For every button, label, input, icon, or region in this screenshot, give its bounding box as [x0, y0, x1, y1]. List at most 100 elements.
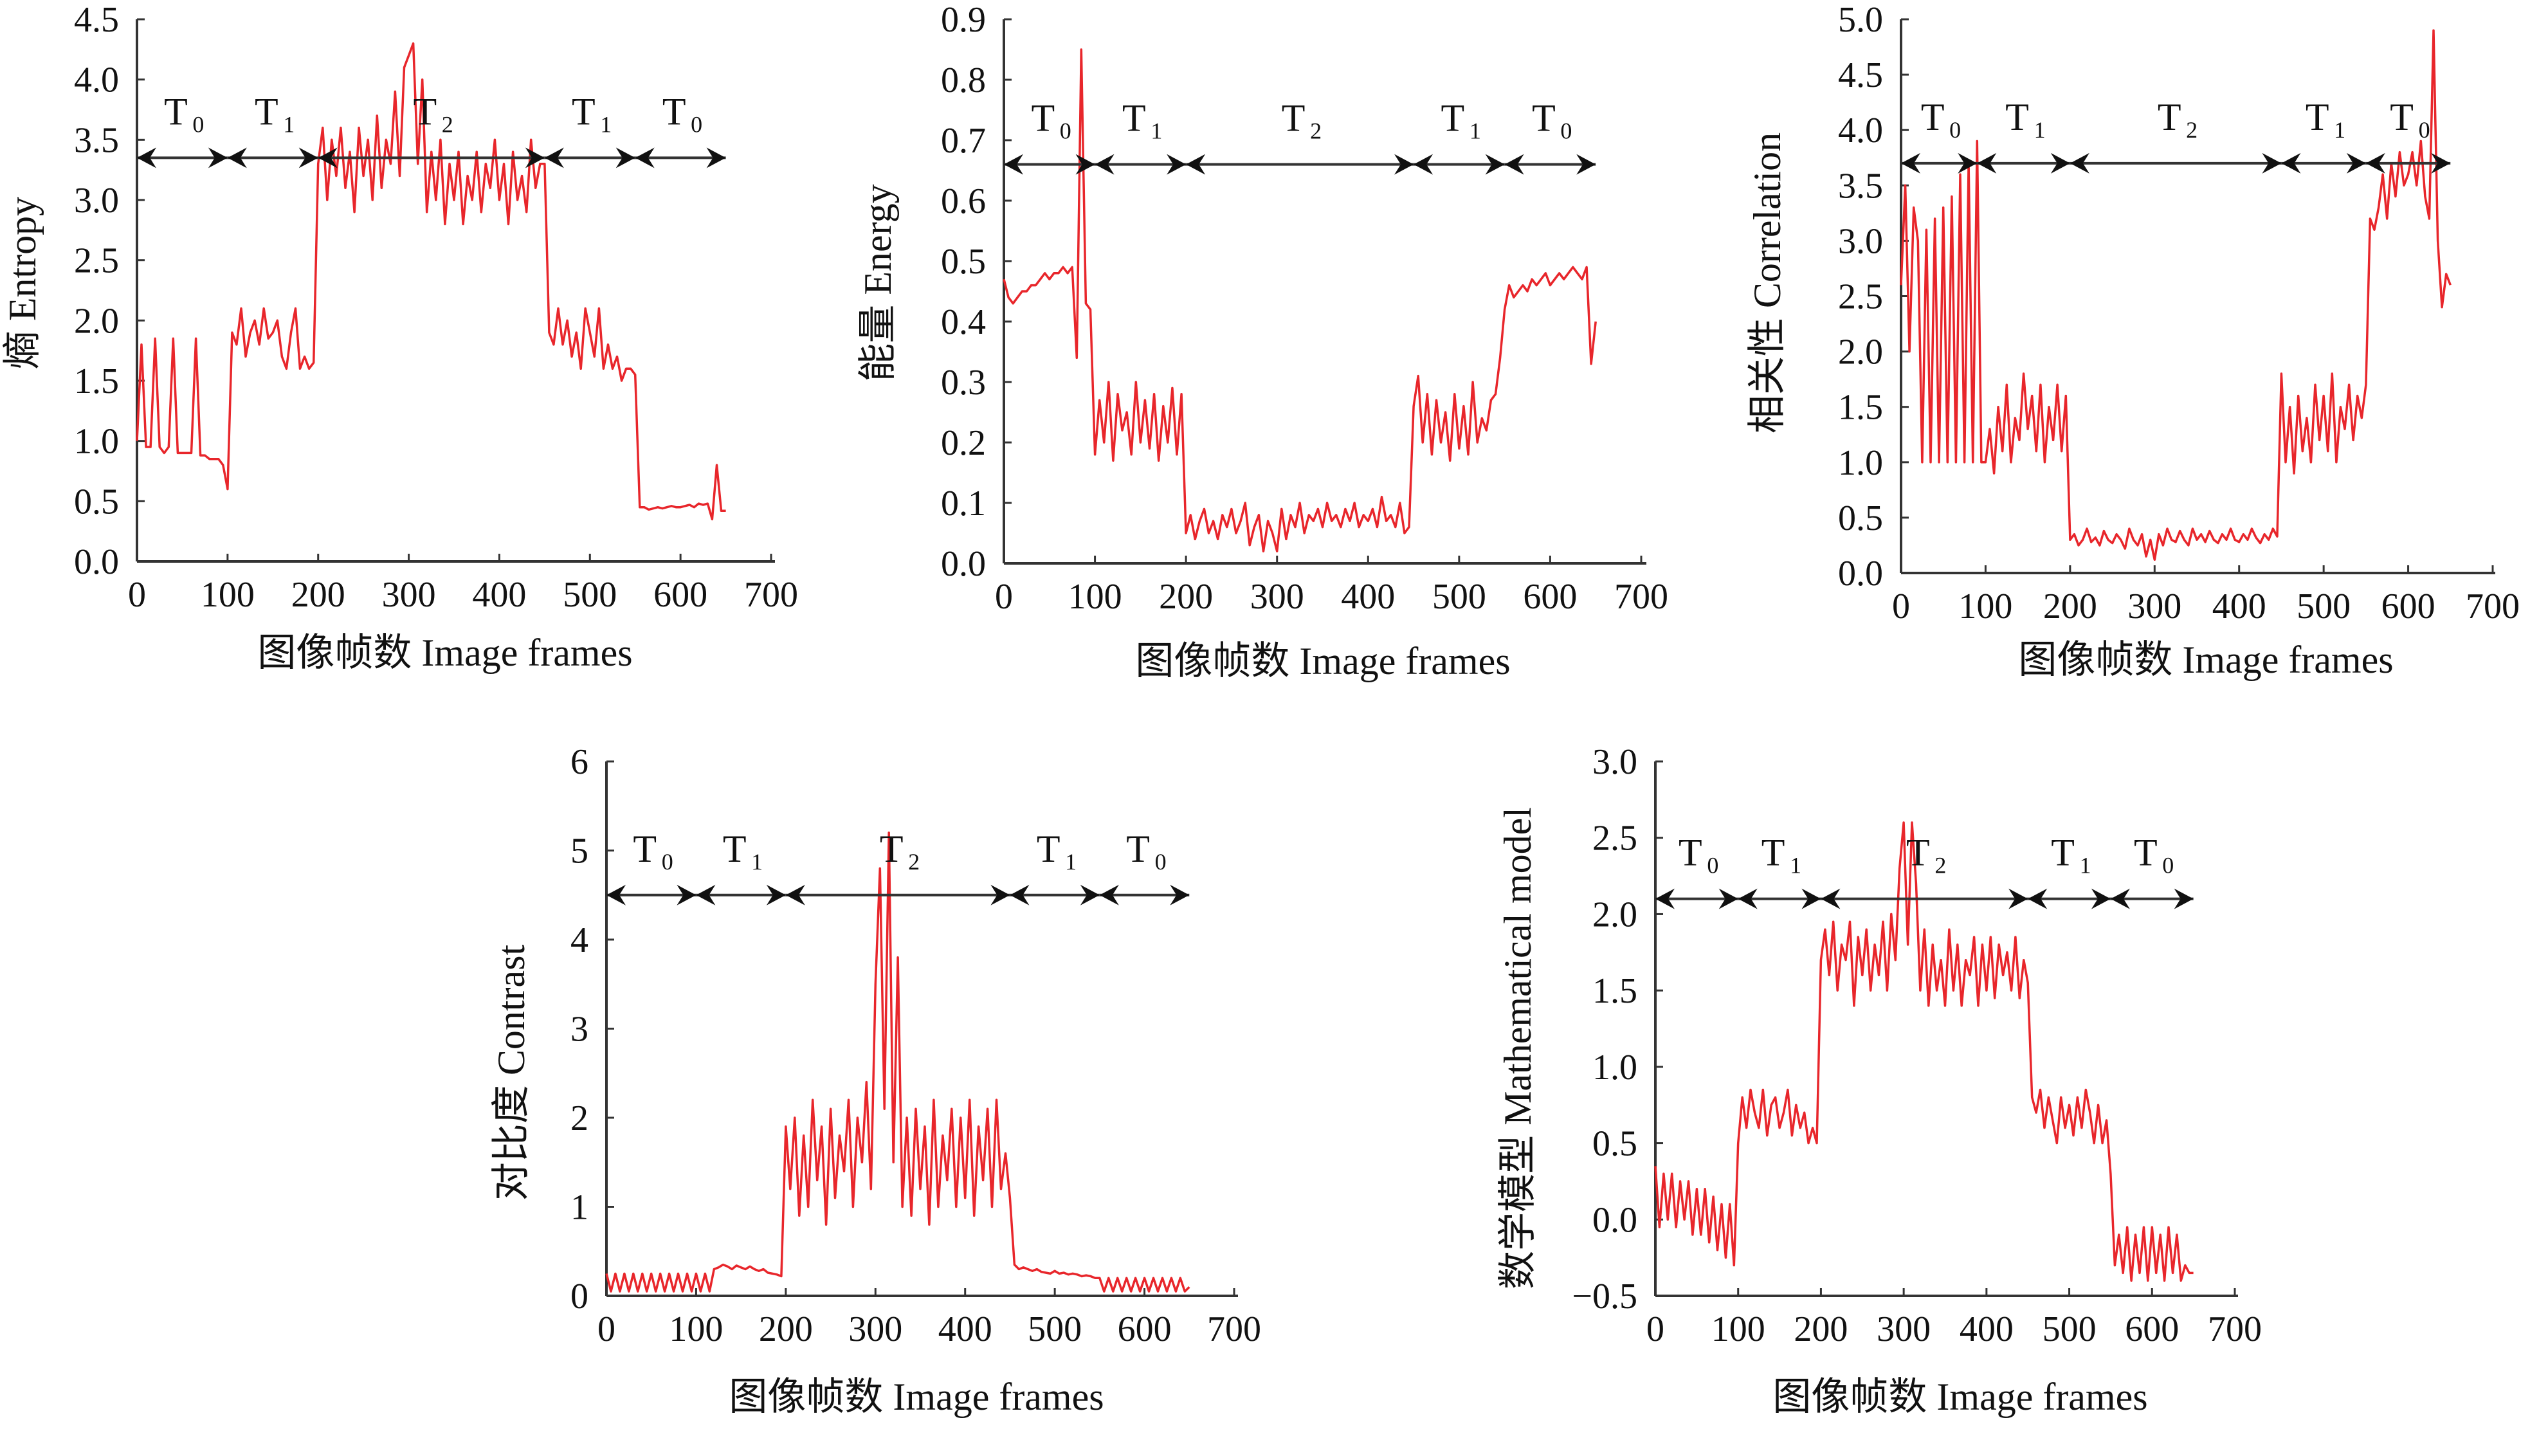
arrowhead-right-icon: [1958, 152, 1978, 174]
x-tick-label: 300: [2127, 587, 2181, 626]
y-axis-label: 能量 Energy: [857, 184, 899, 381]
x-tick-label: 400: [1960, 1309, 2014, 1349]
y-tick-label: 5.0: [1838, 0, 1883, 40]
period-label-subscript: 0: [2419, 117, 2430, 143]
x-tick-label: 600: [2381, 587, 2435, 626]
period-label-subscript: 1: [751, 849, 763, 875]
x-tick-label: 300: [848, 1309, 902, 1349]
x-tick-label: 500: [1432, 577, 1486, 617]
y-tick-label: 0.7: [941, 121, 986, 161]
period-label-subscript: 1: [1470, 118, 1481, 144]
y-tick-label: 3.0: [1592, 742, 1637, 782]
y-tick-label: 1.0: [1592, 1048, 1637, 1087]
x-tick-label: 400: [2212, 587, 2266, 626]
y-tick-label: 0: [570, 1277, 588, 1316]
y-tick-label: 1.5: [74, 361, 119, 401]
period-label-subscript: 1: [600, 111, 612, 137]
period-label: T: [1761, 832, 1785, 874]
arrowhead-left-icon: [2281, 152, 2301, 174]
y-tick-label: 3.5: [74, 120, 119, 160]
x-tick-label: 300: [1250, 577, 1304, 617]
y-tick-label: 2.5: [1838, 277, 1883, 317]
y-tick-label: 0.5: [1838, 498, 1883, 538]
arrowhead-left-icon: [137, 147, 156, 168]
y-tick-label: 0.0: [941, 544, 986, 584]
y-tick-label: 0.2: [941, 423, 986, 463]
y-tick-label: 2.0: [1838, 332, 1883, 372]
y-tick-label: 0.0: [1592, 1200, 1637, 1240]
arrowhead-right-icon: [1080, 884, 1100, 905]
arrowhead-right-icon: [208, 147, 228, 168]
arrowhead-left-icon: [1655, 888, 1675, 909]
x-axis-label: 图像帧数 Image frames: [729, 1376, 1104, 1418]
x-tick-label: 100: [201, 575, 255, 615]
arrowhead-right-icon: [1485, 154, 1505, 175]
period-label: T: [1037, 828, 1060, 870]
period-label: T: [255, 90, 278, 132]
arrowhead-right-icon: [2431, 152, 2451, 174]
y-tick-label: 4: [570, 920, 588, 960]
arrowhead-right-icon: [525, 147, 545, 168]
arrowhead-left-icon: [1186, 154, 1206, 175]
x-tick-label: 200: [291, 575, 345, 615]
y-tick-label: 2: [570, 1098, 588, 1138]
arrowhead-right-icon: [1576, 154, 1596, 175]
arrowhead-right-icon: [1170, 884, 1190, 905]
period-label-subscript: 2: [1310, 118, 1322, 144]
x-tick-label: 100: [1711, 1309, 1765, 1349]
x-tick-label: 0: [995, 577, 1013, 617]
data-series-line: [1654, 821, 2194, 1282]
arrowhead-left-icon: [2365, 152, 2385, 174]
y-tick-label: 2.5: [1592, 819, 1637, 859]
y-tick-label: 1.0: [74, 422, 119, 462]
chart-panel-3: 0 100 200 300 400 500 600 7000.00.51.01.52.02.5…: [1746, 0, 2520, 681]
arrowhead-right-icon: [990, 884, 1010, 905]
period-label: T: [1282, 97, 1306, 140]
arrowhead-right-icon: [706, 147, 726, 168]
y-tick-label: 1.0: [1838, 443, 1883, 483]
arrowhead-left-icon: [227, 147, 247, 168]
period-label: T: [1441, 97, 1465, 140]
x-tick-label: 600: [2125, 1309, 2179, 1349]
y-tick-label: 3.0: [1838, 221, 1883, 261]
period-label-subscript: 1: [1151, 118, 1162, 144]
arrowhead-left-icon: [1901, 152, 1920, 174]
arrowhead-right-icon: [1801, 888, 1821, 909]
y-tick-label: 2.5: [74, 241, 119, 281]
x-tick-label: 600: [1118, 1309, 1172, 1349]
y-tick-label: 2.0: [1592, 895, 1637, 934]
y-tick-label: 4.0: [74, 60, 119, 100]
y-axis-label: 相关性 Correlation: [1746, 132, 1788, 433]
arrowhead-left-icon: [606, 884, 626, 905]
y-axis-label: 对比度 Contrast: [490, 945, 532, 1201]
x-tick-label: 100: [1958, 587, 2012, 626]
arrowhead-right-icon: [2346, 152, 2366, 174]
x-tick-label: 400: [472, 575, 526, 615]
arrowhead-left-icon: [2110, 888, 2130, 909]
period-label: T: [164, 90, 188, 132]
y-tick-label: 0.3: [941, 363, 986, 403]
period-label: T: [2306, 96, 2329, 138]
period-label-subscript: 0: [192, 111, 204, 137]
period-label: T: [572, 90, 596, 132]
period-label-subscript: 0: [1155, 849, 1167, 875]
y-tick-label: 0.5: [74, 482, 119, 522]
arrowhead-right-icon: [766, 884, 786, 905]
y-tick-label: 0.5: [941, 242, 986, 282]
x-tick-label: 0: [1892, 587, 1910, 626]
x-tick-label: 700: [2466, 587, 2520, 626]
x-tick-label: 500: [563, 575, 617, 615]
y-tick-label: 0.1: [941, 484, 986, 523]
